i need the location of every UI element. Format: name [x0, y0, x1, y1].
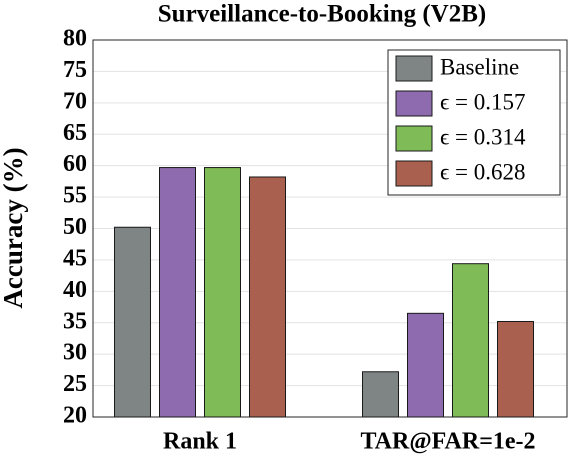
legend-label: Baseline: [440, 54, 519, 79]
y-tick-label: 75: [63, 57, 87, 83]
plot-frame: [92, 39, 568, 418]
bar: [114, 226, 151, 418]
bar: [452, 263, 489, 418]
legend-swatch: [395, 90, 433, 117]
legend-label: ϵ = 0.314: [440, 124, 526, 149]
legend-swatch: [395, 160, 433, 187]
bar: [249, 176, 286, 418]
bar: [159, 167, 196, 418]
y-tick-label: 80: [63, 26, 87, 52]
y-tick-label: 30: [63, 340, 87, 366]
bar: [497, 320, 534, 418]
y-tick-label: 60: [63, 151, 87, 177]
x-tick-label: Rank 1: [163, 429, 237, 455]
y-tick-label: 25: [63, 371, 87, 397]
legend-label: ϵ = 0.157: [440, 89, 526, 114]
y-tick-label: 55: [63, 183, 87, 209]
x-tick-label: TAR@FAR=1e-2: [360, 429, 535, 455]
y-tick-label: 40: [63, 277, 87, 303]
y-tick-label: 35: [63, 308, 87, 334]
y-tick-label: 20: [63, 403, 87, 429]
bar: [204, 167, 241, 418]
bar: [362, 371, 399, 418]
y-tick-label: 50: [63, 214, 87, 240]
y-tick-label: 65: [63, 120, 87, 146]
y-tick-label: 45: [63, 245, 87, 271]
y-axis-label: Accuracy (%): [0, 147, 28, 308]
legend-swatch: [395, 55, 433, 82]
y-tick-label: 70: [63, 88, 87, 114]
chart-title: Surveillance-to-Booking (V2B): [158, 1, 486, 28]
legend-label: ϵ = 0.628: [440, 159, 526, 184]
legend-swatch: [395, 125, 433, 152]
bar: [407, 312, 444, 418]
